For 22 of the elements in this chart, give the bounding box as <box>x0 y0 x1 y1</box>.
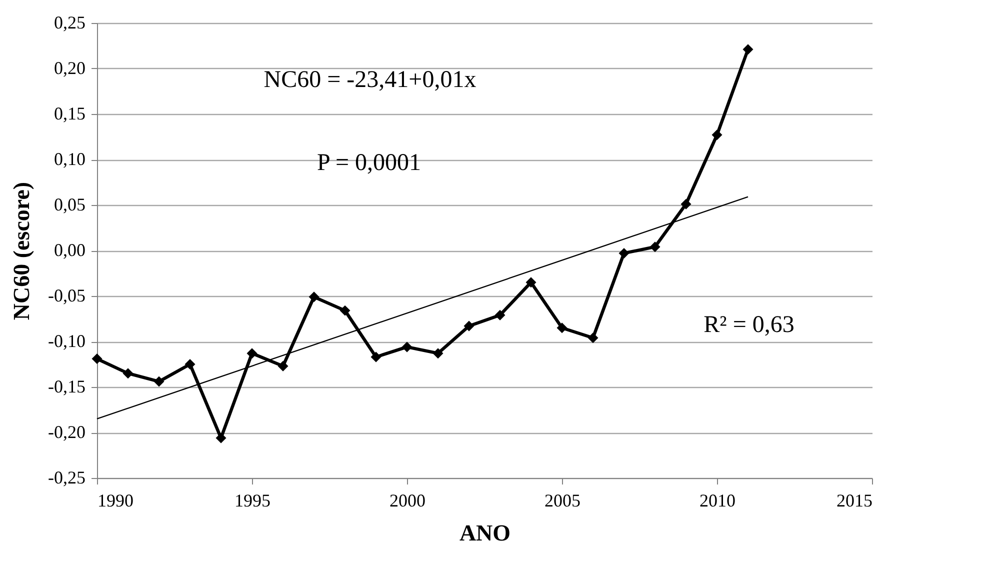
annotation: NC60 = -23,41+0,01x <box>264 67 476 93</box>
y-tick-label: -0,15 <box>48 376 86 396</box>
y-tick-label: 0,20 <box>54 58 86 78</box>
y-tick-label: 0,15 <box>54 104 86 124</box>
y-tick-label: -0,20 <box>48 422 86 442</box>
x-tick-label: 2000 <box>390 490 426 510</box>
y-tick-label: -0,25 <box>48 468 86 488</box>
y-tick-label: -0,10 <box>48 331 86 351</box>
y-tick-label: -0,05 <box>48 286 86 306</box>
y-tick-label: 0,25 <box>54 12 86 32</box>
y-tick-label: 0,00 <box>54 240 86 260</box>
y-tick-label: 0,05 <box>54 194 86 214</box>
y-tick-label: 0,10 <box>54 149 86 169</box>
annotation: P = 0,0001 <box>317 150 421 176</box>
x-tick-label: 2010 <box>700 490 736 510</box>
x-axis-title: ANO <box>459 520 511 546</box>
annotation: R² = 0,63 <box>704 312 794 338</box>
y-axis-title: NC60 (escore) <box>9 182 34 320</box>
x-tick-label: 1990 <box>98 490 134 510</box>
x-tick-label: 1995 <box>234 490 270 510</box>
x-tick-label: 2015 <box>836 490 872 510</box>
x-tick-label: 2005 <box>544 490 580 510</box>
